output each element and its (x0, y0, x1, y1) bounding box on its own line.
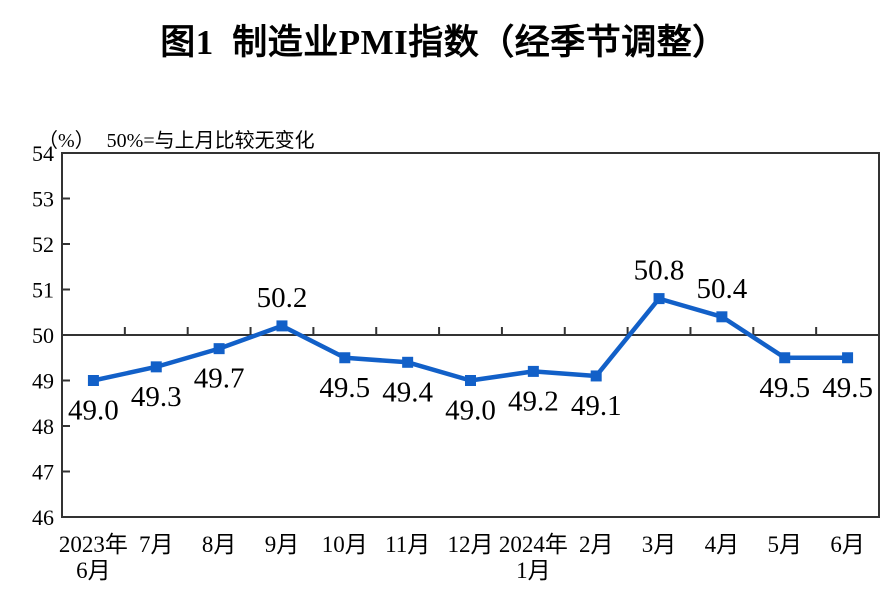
chart-subtitle: （%） 50%=与上月比较无变化 (18, 101, 315, 176)
data-label: 49.5 (319, 372, 370, 404)
y-axis-label: 48 (32, 414, 54, 439)
data-point-marker (150, 361, 162, 373)
y-axis-label: 53 (32, 187, 54, 212)
x-axis-label: 12月 (448, 532, 494, 557)
data-label: 49.3 (131, 381, 182, 413)
x-axis-label: 1月 (516, 558, 551, 583)
x-axis-label: 2024年 (499, 532, 568, 557)
data-point-marker (653, 293, 665, 305)
x-axis-label: 9月 (265, 532, 300, 557)
y-axis-unit-label: （%） (38, 130, 95, 152)
data-label: 50.8 (634, 255, 685, 287)
data-label: 49.5 (759, 372, 810, 404)
data-point-marker (339, 352, 351, 364)
data-label: 49.1 (571, 390, 622, 422)
y-axis-label: 54 (32, 141, 54, 166)
y-axis-label: 49 (32, 369, 54, 394)
x-axis-label: 11月 (385, 532, 430, 557)
x-axis-label: 4月 (705, 532, 740, 557)
data-point-marker (465, 375, 476, 386)
y-axis-label: 47 (32, 460, 54, 485)
y-axis-label: 46 (32, 505, 54, 530)
data-label: 49.0 (445, 395, 496, 427)
x-axis-label: 6月 (76, 558, 111, 583)
x-axis-label: 2023年 (59, 532, 128, 557)
x-axis-label: 3月 (642, 532, 677, 557)
reference-line-note: 50%=与上月比较无变化 (106, 130, 315, 152)
data-label: 49.4 (382, 376, 433, 408)
data-point-marker (779, 352, 791, 364)
data-point-marker (590, 370, 602, 382)
data-point-marker (402, 356, 414, 368)
data-point-marker (87, 375, 99, 386)
x-axis-label: 5月 (767, 532, 802, 557)
y-axis-label: 50 (32, 323, 54, 348)
x-axis-label: 2月 (579, 532, 614, 557)
data-point-marker (527, 365, 539, 377)
data-point-marker (213, 343, 225, 355)
y-axis-label: 51 (32, 278, 54, 303)
data-label: 49.7 (194, 363, 245, 395)
y-axis-label: 52 (32, 232, 54, 257)
data-label: 50.4 (697, 273, 748, 305)
data-point-marker (716, 311, 728, 323)
x-axis-label: 6月 (830, 532, 865, 557)
data-point-marker (842, 352, 854, 364)
chart-title: 图1 制造业PMI指数（经季节调整） (160, 23, 728, 62)
data-label: 49.5 (822, 372, 873, 404)
data-label: 49.0 (68, 395, 119, 427)
data-label: 49.2 (508, 385, 559, 417)
x-axis-label: 10月 (322, 532, 368, 557)
data-label: 50.2 (257, 282, 308, 314)
data-point-marker (276, 320, 288, 332)
x-axis-label: 8月 (202, 532, 237, 557)
x-axis-label: 7月 (139, 532, 174, 557)
